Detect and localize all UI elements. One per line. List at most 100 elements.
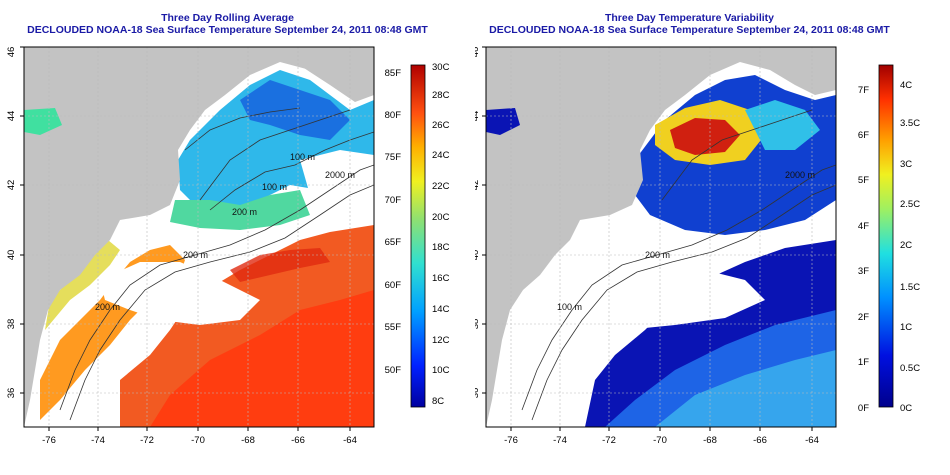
colorbar-label: 70F <box>385 195 402 206</box>
colorbar-label: 1.5C <box>900 282 920 293</box>
y-tick-label: 38 <box>6 319 17 330</box>
left-colorbar-celsius: 8C 10C 12C 14C 16C 18C 20C 22C 24C 26C 2… <box>432 62 450 407</box>
contour-label: 200 m <box>232 207 257 217</box>
y-tick-label: 40 <box>475 250 481 261</box>
y-tick-label: 44 <box>475 111 481 122</box>
x-tick-label: -64 <box>343 435 357 446</box>
left-title-line2: DECLOUDED NOAA-18 Sea Surface Temperatur… <box>27 24 428 36</box>
contour-label: 2000 m <box>785 170 815 180</box>
right-x-axis: -76 -74 -72 -70 -68 -66 -64 <box>504 427 819 446</box>
y-tick-label: 38 <box>475 319 481 330</box>
colorbar-label: 8C <box>432 396 444 407</box>
colorbar-label: 26C <box>432 120 450 131</box>
left-map-area: 100 m 100 m 200 m 2000 m 200 m 200 m <box>24 47 374 427</box>
colorbar-label: 30C <box>432 62 450 73</box>
colorbar-label: 18C <box>432 242 450 253</box>
colorbar-label: 3C <box>900 159 912 170</box>
land-mass <box>24 47 374 427</box>
colorbar-label: 12C <box>432 335 450 346</box>
graticule <box>486 47 836 427</box>
y-tick-label: 36 <box>475 388 481 399</box>
x-tick-label: -66 <box>753 435 767 446</box>
x-tick-label: -74 <box>91 435 105 446</box>
x-tick-label: -74 <box>553 435 567 446</box>
colorbar-label: 50F <box>385 365 402 376</box>
colorbar-label: 85F <box>385 68 402 79</box>
colorbar-label: 60F <box>385 280 402 291</box>
inland-data-patch <box>486 108 520 135</box>
right-map-area: 200 m 100 m 2000 m <box>486 47 836 427</box>
contour-label: 200 m <box>183 250 208 260</box>
colorbar-label: 22C <box>432 181 450 192</box>
graticule <box>24 47 374 427</box>
colorbar-label: 1F <box>858 357 869 368</box>
colorbar-label: 0C <box>900 403 912 414</box>
x-tick-label: -68 <box>703 435 717 446</box>
colorbar-label: 2.5C <box>900 199 920 210</box>
left-title-line1: Three Day Rolling Average <box>161 12 294 24</box>
left-title: Three Day Rolling Average DECLOUDED NOAA… <box>0 12 455 36</box>
colorbar-label: 24C <box>432 150 450 161</box>
colorbar-label: 2C <box>900 240 912 251</box>
colorbar-label: 7F <box>858 85 869 96</box>
left-colorbar-fahrenheit: 50F 55F 60F 65F 70F 75F 80F 85F <box>385 68 402 376</box>
colorbar-label: 2F <box>858 312 869 323</box>
right-title-line2: DECLOUDED NOAA-18 Sea Surface Temperatur… <box>489 24 890 36</box>
contour-label: 2000 m <box>325 170 355 180</box>
cloud-patch <box>100 262 260 325</box>
colorbar-label: 1C <box>900 322 912 333</box>
left-colorbar <box>410 64 426 408</box>
nova-scotia <box>295 47 374 102</box>
north-cyan-zone <box>745 100 820 150</box>
left-map-panel: 100 m 100 m 200 m 2000 m 200 m 200 m -76… <box>6 46 450 446</box>
colorbar-label: 3.5C <box>900 118 920 129</box>
y-tick-label: 42 <box>6 180 17 191</box>
y-tick-label: 46 <box>475 47 481 58</box>
right-title-line1: Three Day Temperature Variability <box>604 12 775 24</box>
colorbar-label: 0F <box>858 403 869 414</box>
y-tick-label: 40 <box>6 250 17 261</box>
colorbar-label: 75F <box>385 152 402 163</box>
shelf-yellow <box>45 240 120 330</box>
x-tick-label: -70 <box>653 435 667 446</box>
colorbar-label: 10C <box>432 365 450 376</box>
right-map-frame <box>485 46 837 428</box>
right-map-panel: 200 m 100 m 2000 m -76 -74 -72 -70 -68 -… <box>475 46 920 446</box>
colorbar-label: 55F <box>385 322 402 333</box>
x-tick-label: -66 <box>291 435 305 446</box>
land-mass <box>486 47 836 427</box>
inland-data-patch <box>24 108 62 135</box>
contour-label: 100 m <box>557 302 582 312</box>
y-tick-label: 42 <box>475 180 481 191</box>
x-tick-label: -72 <box>140 435 154 446</box>
y-tick-label: 46 <box>6 47 17 58</box>
cloud-patch-north <box>300 150 374 205</box>
left-y-axis: 36 38 40 42 44 46 <box>6 46 24 399</box>
peak-variability-region <box>670 118 740 155</box>
y-tick-label: 36 <box>6 388 17 399</box>
cool-water-core <box>240 80 350 140</box>
x-tick-label: -76 <box>42 435 56 446</box>
gulf-stream-core <box>230 248 330 282</box>
contour-label: 100 m <box>290 152 315 162</box>
bathymetry-contours <box>521 109 836 421</box>
colorbar-label: 20C <box>432 212 450 223</box>
contour-label: 200 m <box>95 302 120 312</box>
x-tick-label: -64 <box>805 435 819 446</box>
x-tick-label: -70 <box>191 435 205 446</box>
cool-water-green <box>170 190 310 230</box>
colorbar-label: 4C <box>900 80 912 91</box>
right-title: Three Day Temperature Variability DECLOU… <box>462 12 917 36</box>
colorbar-label: 5F <box>858 175 869 186</box>
right-colorbar-fahrenheit: 0F 1F 2F 3F 4F 5F 6F 7F <box>858 85 869 414</box>
contour-label: 100 m <box>262 182 287 192</box>
colorbar-label: 6F <box>858 130 869 141</box>
left-x-axis: -76 -74 -72 -70 -68 -66 -64 <box>42 427 357 446</box>
colorbar-label: 14C <box>432 304 450 315</box>
colorbar-label: 0.5C <box>900 363 920 374</box>
left-map-frame <box>23 46 375 428</box>
x-tick-label: -76 <box>504 435 518 446</box>
variability-cyan-patches <box>655 350 836 427</box>
right-colorbar-celsius: 0C 0.5C 1C 1.5C 2C 2.5C 3C 3.5C 4C <box>900 80 920 414</box>
colorbar-label: 3F <box>858 266 869 277</box>
